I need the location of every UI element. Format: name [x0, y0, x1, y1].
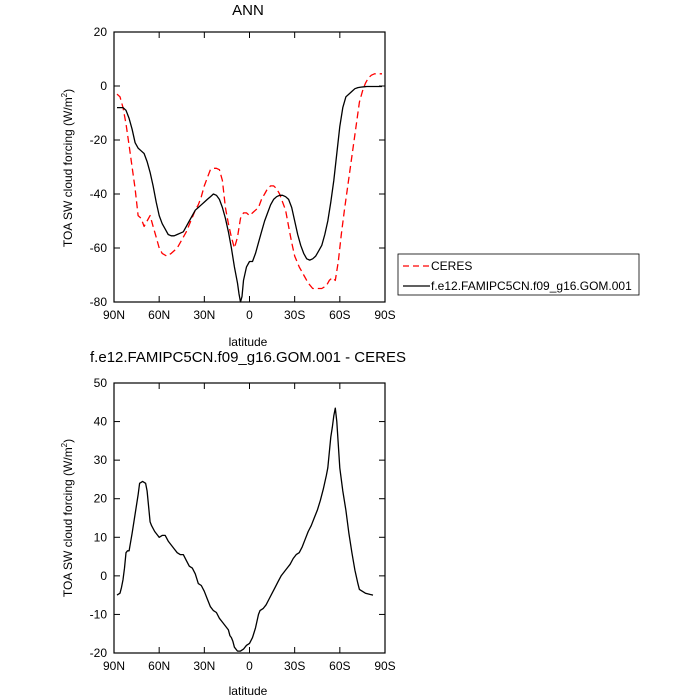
y-tick-label: 20 [94, 492, 108, 506]
y-tick-label: -40 [90, 187, 108, 201]
x-tick-label: 30S [284, 308, 305, 322]
y-tick-label: -60 [90, 241, 108, 255]
x-tick-label: 60S [329, 659, 350, 673]
y-tick-label: -80 [90, 295, 108, 309]
y-tick-label: 10 [94, 530, 108, 544]
series-line-ceres [116, 73, 382, 290]
plot-frame [113, 382, 386, 654]
top-chart-title: ANN [232, 2, 264, 19]
x-tick-label: 60S [329, 308, 350, 322]
x-tick-label: 60N [148, 659, 170, 673]
bottom-x-axis-label: latitude [229, 684, 268, 698]
y-tick-label: 40 [94, 415, 108, 429]
y-tick-label: 50 [94, 376, 108, 390]
x-tick-label: 0 [246, 659, 253, 673]
x-tick-label: 90S [374, 308, 395, 322]
x-tick-label: 90N [103, 659, 125, 673]
legend-label-ceres: CERES [431, 259, 472, 273]
y-tick-label: 30 [94, 453, 108, 467]
bottom-y-axis-label: TOA SW cloud forcing (W/m2) [60, 439, 75, 597]
bottom-plot-area: 90N 60N 30N 0 30S 60S 90S -20 -10 0 10 20 30 40 50 [90, 376, 396, 673]
y-tick-label: 0 [100, 79, 107, 93]
y-tick-label: -10 [90, 607, 108, 621]
legend-box [397, 253, 640, 296]
x-tick-label: 90S [374, 659, 395, 673]
legend-label-model: f.e12.FAMIPC5CN.f09_g16.GOM.001 [431, 279, 632, 293]
x-tick-label: 30S [284, 659, 305, 673]
x-tick-label: 90N [103, 308, 125, 322]
y-tick-label: 0 [100, 569, 107, 583]
x-tick-label: 60N [148, 308, 170, 322]
top-line-chart: ANN 90N 60N 30N 0 30S 60S 90S -80 -60 -40 -20 0 20 l… [60, 2, 640, 349]
legend: CERES f.e12.FAMIPC5CN.f09_g16.GOM.001 [397, 253, 640, 296]
top-x-axis-label: latitude [229, 335, 268, 349]
top-y-axis-label: TOA SW cloud forcing (W/m2) [60, 89, 75, 247]
y-tick-label: -20 [90, 133, 108, 147]
y-tick-label: 20 [94, 25, 108, 39]
series-line-difference [116, 407, 374, 652]
x-tick-label: 30N [193, 308, 215, 322]
top-plot-area: 90N 60N 30N 0 30S 60S 90S -80 -60 -40 -20 0 20 [90, 25, 396, 322]
bottom-chart-title: f.e12.FAMIPC5CN.f09_g16.GOM.001 - CERES [90, 349, 406, 366]
y-tick-label: -20 [90, 646, 108, 660]
x-tick-label: 0 [246, 308, 253, 322]
bottom-line-chart: f.e12.FAMIPC5CN.f09_g16.GOM.001 - CERES … [60, 349, 406, 698]
x-tick-label: 30N [193, 659, 215, 673]
series-line-f-e12-famipc5cn-f09-g16-gom-001 [117, 85, 382, 303]
